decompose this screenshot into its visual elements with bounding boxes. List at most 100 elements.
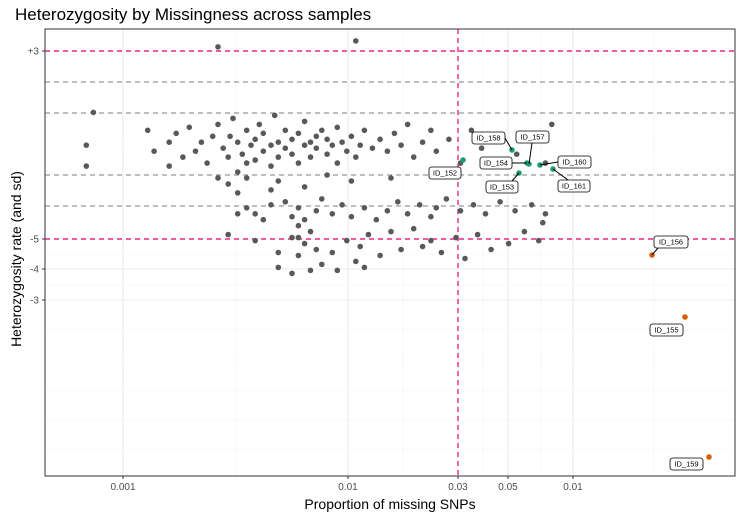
reference-lines: [45, 29, 735, 476]
sample-point: [215, 121, 221, 128]
label-leader-line: [552, 168, 569, 181]
sample-point: [391, 130, 398, 137]
sample-point: [334, 124, 341, 131]
sample-point: [324, 151, 330, 157]
sample-point: [410, 225, 417, 232]
sample-point: [248, 142, 254, 148]
sample-point: [180, 154, 186, 160]
sample-point: [166, 139, 172, 145]
sample-point: [301, 118, 308, 125]
sample-point: [438, 249, 445, 256]
sample-point: [275, 154, 282, 160]
sample-point: [319, 196, 325, 202]
y-tick-label: -4: [30, 265, 39, 276]
sample-point: [513, 151, 520, 157]
sample-point: [307, 267, 314, 274]
sample-point: [256, 121, 263, 128]
sample-point: [410, 154, 417, 160]
sample-point: [252, 211, 258, 217]
sample-point: [457, 208, 464, 214]
sample-point: [348, 178, 355, 184]
sample-label-id_160: ID_160: [562, 158, 586, 167]
sample-point: [446, 136, 452, 143]
sample-point: [361, 264, 368, 271]
sample-point: [243, 205, 250, 211]
sample-point: [198, 139, 205, 145]
sample-label-id_156: ID_156: [659, 238, 683, 247]
sample-point: [329, 142, 336, 148]
sample-point: [313, 145, 320, 151]
sample-label-box: [479, 156, 513, 170]
sample-point: [428, 237, 434, 244]
y-tick-label: +3: [28, 47, 40, 58]
sample-point: [295, 252, 302, 259]
sample-point: [225, 231, 231, 238]
sample-point: [369, 145, 376, 151]
sample-point: [512, 208, 518, 214]
sample-point: [482, 211, 489, 217]
sample-label-box: [557, 179, 591, 193]
x-tick-label: 0.05: [498, 482, 518, 493]
sample-label-id_158: ID_158: [476, 134, 500, 143]
sample-point: [307, 139, 314, 145]
sample-point: [388, 228, 394, 235]
sample-point: [497, 199, 503, 205]
sample-point: [227, 133, 233, 140]
sample-point: [90, 109, 97, 116]
sample-point: [373, 216, 380, 223]
sample-point: [470, 202, 477, 208]
sample-point: [353, 38, 359, 44]
sample-point: [234, 190, 241, 196]
sample-point: [268, 187, 274, 193]
sample-point: [521, 228, 528, 235]
sample-point: [365, 231, 372, 238]
sample-label-id_161: ID_161: [562, 182, 586, 191]
sample-point: [542, 160, 549, 166]
x-tick-label: 0.03: [448, 482, 468, 493]
sample-point: [339, 202, 345, 208]
sample-point: [540, 219, 546, 226]
x-axis-ticks: 0.001 0.01 0.03 0.05 0.01: [110, 476, 583, 493]
sample-point: [428, 213, 434, 220]
sample-point: [215, 44, 221, 50]
sample-point: [301, 240, 308, 247]
sample-point: [275, 139, 282, 145]
sample-point: [230, 115, 236, 122]
sample-point: [83, 163, 90, 169]
sample-point: [361, 205, 368, 211]
sample-point: [295, 130, 302, 137]
sample-point: [416, 202, 423, 208]
sample-label-box: [649, 323, 684, 337]
sample-point: [329, 249, 336, 256]
sample-label-id_155: ID_155: [654, 326, 678, 335]
sample-point: [289, 234, 295, 241]
plot-panel: [45, 29, 735, 476]
sample-point: [275, 249, 282, 256]
sample-point: [319, 261, 325, 268]
sample-point: [268, 163, 274, 169]
x-tick-label: 0.01: [563, 482, 583, 493]
sample-point: [357, 142, 364, 148]
grid-lines: [45, 29, 735, 476]
sample-label-box: [669, 457, 704, 471]
sample-point: [215, 175, 221, 181]
sample-point: [295, 160, 302, 166]
sample-point: [289, 213, 295, 220]
sample-point: [234, 139, 241, 145]
sample-point: [260, 148, 267, 154]
sample-point: [209, 133, 216, 140]
sample-label-id_154: ID_154: [484, 159, 508, 168]
sample-point: [419, 139, 426, 145]
sample-point: [404, 211, 411, 217]
sample-point: [307, 154, 314, 160]
sample-point: [433, 148, 440, 154]
label-leader-line: [528, 142, 533, 165]
sample-point: [384, 148, 391, 154]
sample-point: [252, 237, 258, 244]
sample-point: [419, 243, 426, 250]
sample-point: [225, 181, 231, 187]
sample-point: [271, 112, 278, 119]
label-leader-line: [511, 172, 520, 182]
sample-point: [225, 154, 231, 160]
